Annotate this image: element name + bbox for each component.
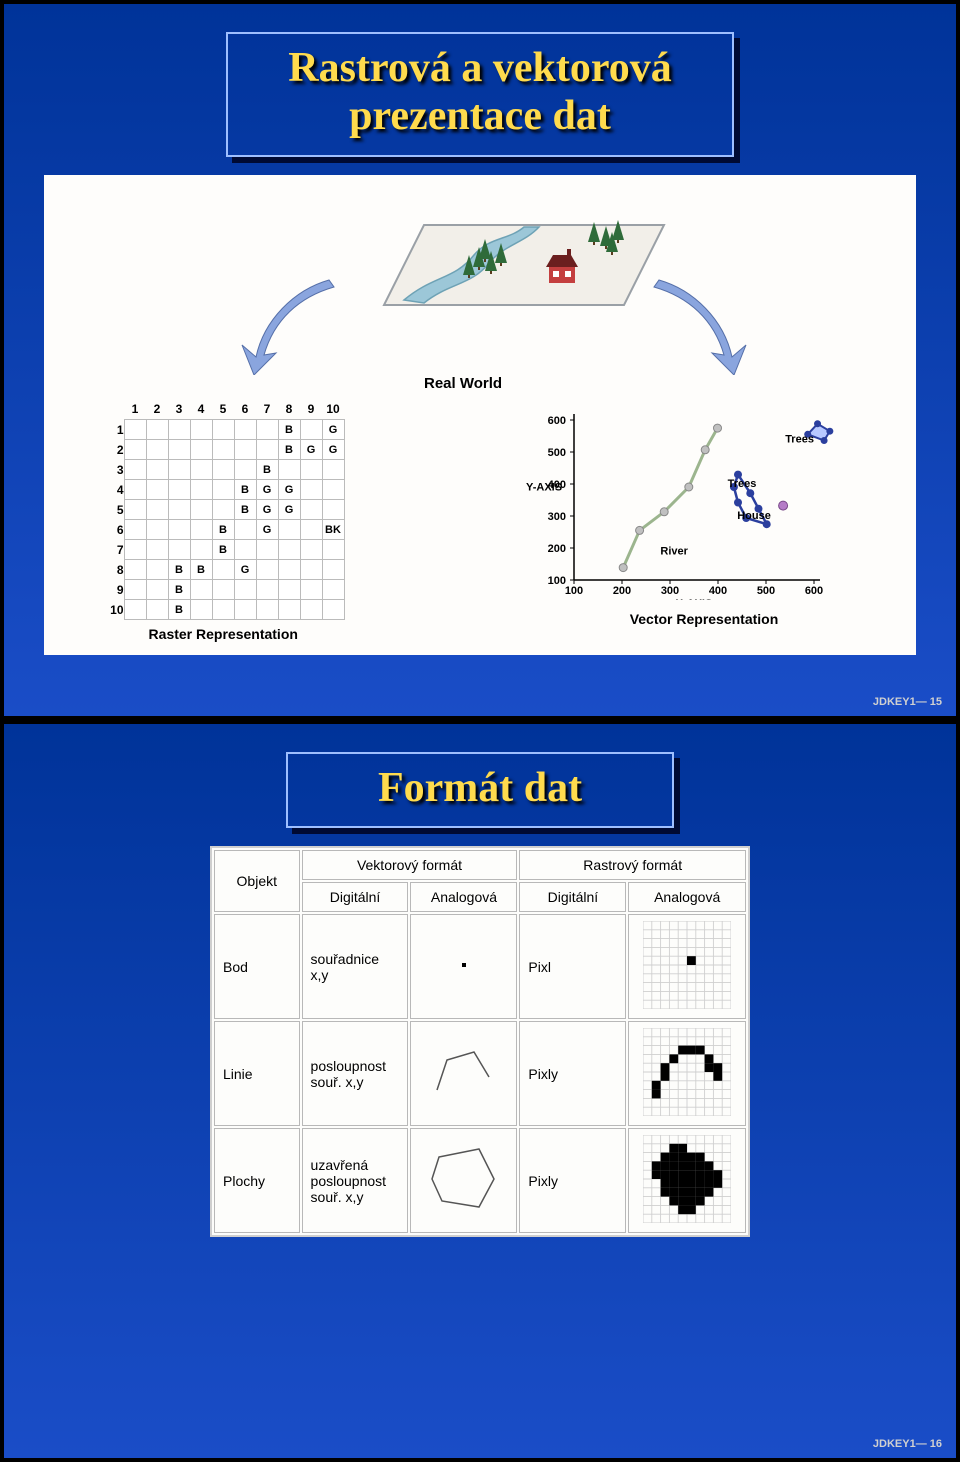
slide2-title-box: Formát dat — [286, 752, 674, 828]
slide2-title: Formát dat — [378, 764, 582, 812]
cell-rd: Pixly — [519, 1021, 626, 1126]
svg-text:Trees: Trees — [728, 478, 757, 490]
analog-point-icon — [444, 950, 484, 980]
th-rd: Digitální — [519, 882, 626, 912]
svg-text:500: 500 — [757, 585, 775, 597]
slide-raster-vector: Rastrová a vektorová prezentace dat — [0, 0, 960, 720]
cell-va-poly — [410, 1128, 517, 1233]
svg-text:House: House — [737, 510, 771, 522]
slide-title: Rastrová a vektorová prezentace dat — [288, 44, 671, 141]
svg-text:600: 600 — [805, 585, 823, 597]
svg-text:200: 200 — [548, 543, 566, 555]
svg-text:400: 400 — [709, 585, 727, 597]
th-objekt: Objekt — [214, 850, 300, 912]
format-table: Objekt Vektorový formát Rastrový formát … — [210, 846, 750, 1237]
vector-caption: Vector Representation — [514, 611, 894, 627]
row-label: Bod — [214, 914, 300, 1019]
cell-rd: Pixly — [519, 1128, 626, 1233]
table-row: Plochy uzavřená posloupnost souř. x,y Pi… — [214, 1128, 746, 1233]
svg-text:300: 300 — [661, 585, 679, 597]
raster-line-icon — [643, 1028, 731, 1116]
svg-text:500: 500 — [548, 447, 566, 459]
cell-vd: posloupnost souř. x,y — [302, 1021, 409, 1126]
slide1-content: Real World 123456789101BG2BGG3B4BGG5BGG6… — [44, 175, 916, 655]
raster-point-icon — [643, 921, 731, 1009]
vector-chart: 100200300400500600100200300400500600Y-AX… — [514, 390, 894, 600]
th-va: Analogová — [410, 882, 517, 912]
row-label: Linie — [214, 1021, 300, 1126]
th-vektor: Vektorový formát — [302, 850, 518, 880]
svg-text:100: 100 — [565, 585, 583, 597]
table-row: Linie posloupnost souř. x,y Pixly — [214, 1021, 746, 1126]
slide2-footer: JDKEY1— 16 — [873, 1438, 942, 1450]
raster-grid-table: 123456789101BG2BGG3B4BGG5BGG6BGBK7B8BBG9… — [102, 400, 345, 621]
svg-text:Y-AXIS: Y-AXIS — [526, 481, 562, 493]
cell-vd: souřadnice x,y — [302, 914, 409, 1019]
cell-ra-point — [628, 914, 746, 1019]
cell-va-line — [410, 1021, 517, 1126]
raster-polygon-icon — [643, 1135, 731, 1223]
svg-text:200: 200 — [613, 585, 631, 597]
row-label: Plochy — [214, 1128, 300, 1233]
svg-text:Trees: Trees — [785, 433, 814, 445]
table-row: Bod souřadnice x,y Pixl — [214, 914, 746, 1019]
cell-ra-poly — [628, 1128, 746, 1233]
arrow-to-vector-icon — [634, 265, 754, 375]
arrow-to-raster-icon — [234, 265, 354, 375]
slide-footer: JDKEY1— 15 — [873, 696, 942, 708]
cell-vd: uzavřená posloupnost souř. x,y — [302, 1128, 409, 1233]
slide-format-dat: Formát dat Objekt Vektorový formát Rastr… — [0, 720, 960, 1462]
svg-text:X-AXIS: X-AXIS — [676, 598, 713, 600]
svg-text:600: 600 — [548, 415, 566, 427]
raster-representation: 123456789101BG2BGG3B4BGG5BGG6BGBK7B8BBG9… — [102, 400, 345, 643]
svg-text:River: River — [660, 545, 688, 557]
real-world-label: Real World — [424, 375, 502, 392]
th-ra: Analogová — [628, 882, 746, 912]
real-world-scene — [324, 185, 684, 365]
th-vd: Digitální — [302, 882, 409, 912]
vector-representation: 100200300400500600100200300400500600Y-AX… — [514, 390, 894, 627]
raster-caption: Raster Representation — [102, 626, 345, 642]
cell-va-point — [410, 914, 517, 1019]
analog-line-icon — [429, 1042, 499, 1102]
analog-polygon-icon — [424, 1139, 504, 1219]
slide-title-box: Rastrová a vektorová prezentace dat — [226, 32, 733, 157]
svg-text:100: 100 — [548, 575, 566, 587]
cell-ra-line — [628, 1021, 746, 1126]
svg-text:300: 300 — [548, 511, 566, 523]
cell-rd: Pixl — [519, 914, 626, 1019]
th-rastr: Rastrový formát — [519, 850, 746, 880]
